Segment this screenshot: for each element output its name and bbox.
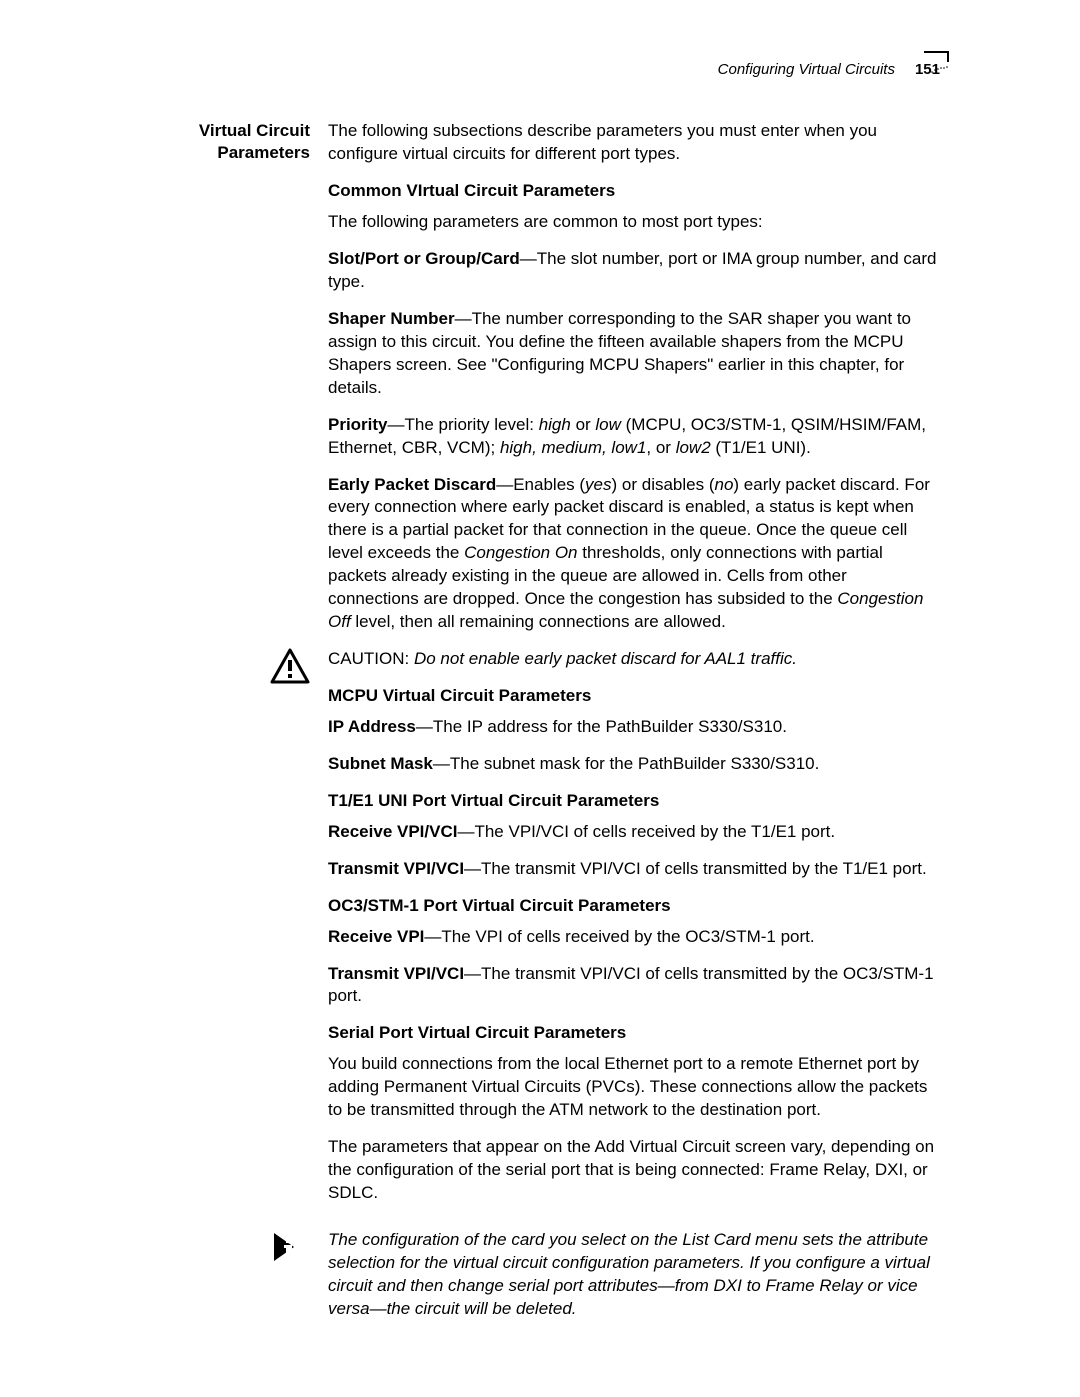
common-heading: Common VIrtual Circuit Parameters <box>328 180 940 203</box>
oc3-heading: OC3/STM-1 Port Virtual Circuit Parameter… <box>328 895 940 918</box>
priority-high: high <box>539 415 571 434</box>
header-decoration-icon <box>922 50 950 85</box>
serial-para1: You build connections from the local Eth… <box>328 1053 940 1122</box>
priority-modes: high, medium, low1 <box>500 438 646 457</box>
oc3-rx-label: Receive VPI <box>328 927 424 946</box>
slot-port-param: Slot/Port or Group/Card—The slot number,… <box>328 248 940 294</box>
epd-param: Early Packet Discard—Enables (yes) or di… <box>328 474 940 635</box>
epd-label: Early Packet Discard <box>328 475 496 494</box>
content-grid: Virtual Circuit Parameters The following… <box>180 120 940 1334</box>
priority-low2: low2 <box>676 438 711 457</box>
subnet-label: Subnet Mask <box>328 754 433 773</box>
oc3-tx-label: Transmit VPI/VCI <box>328 964 464 983</box>
sidebar-line2: Parameters <box>180 142 310 164</box>
sidebar-line1: Virtual Circuit <box>180 120 310 142</box>
caution-icon <box>270 648 310 691</box>
note-text: The configuration of the card you select… <box>328 1229 940 1321</box>
caution-block: CAUTION: Do not enable early packet disc… <box>270 648 940 1219</box>
page-container: Configuring Virtual Circuits 151 Virtual… <box>0 0 1080 1395</box>
serial-para2: The parameters that appear on the Add Vi… <box>328 1136 940 1205</box>
oc3-tx-param: Transmit VPI/VCI—The transmit VPI/VCI of… <box>328 963 940 1009</box>
page-header: Configuring Virtual Circuits 151 <box>180 60 940 80</box>
info-icon <box>270 1229 310 1272</box>
shaper-param: Shaper Number—The number corresponding t… <box>328 308 940 400</box>
priority-comma-or: , or <box>646 438 675 457</box>
epd-t2: ) or disables ( <box>612 475 715 494</box>
t1e1-tx-label: Transmit VPI/VCI <box>328 859 464 878</box>
epd-yes: yes <box>585 475 611 494</box>
subnet-text: —The subnet mask for the PathBuilder S33… <box>433 754 820 773</box>
caution-content: CAUTION: Do not enable early packet disc… <box>328 648 940 1219</box>
common-intro: The following parameters are common to m… <box>328 211 940 234</box>
t1e1-rx-param: Receive VPI/VCI—The VPI/VCI of cells rec… <box>328 821 940 844</box>
t1e1-tx-param: Transmit VPI/VCI—The transmit VPI/VCI of… <box>328 858 940 881</box>
note-block: The configuration of the card you select… <box>270 1229 940 1335</box>
priority-param: Priority—The priority level: high or low… <box>328 414 940 460</box>
serial-heading: Serial Port Virtual Circuit Parameters <box>328 1022 940 1045</box>
epd-t5: level, then all remaining connections ar… <box>351 612 726 631</box>
t1e1-tx-text: —The transmit VPI/VCI of cells transmitt… <box>464 859 927 878</box>
priority-t3: (T1/E1 UNI). <box>711 438 811 457</box>
t1e1-rx-label: Receive VPI/VCI <box>328 822 457 841</box>
caution-label: CAUTION: <box>328 649 414 668</box>
ip-label: IP Address <box>328 717 416 736</box>
t1e1-rx-text: —The VPI/VCI of cells received by the T1… <box>457 822 835 841</box>
caution-body: Do not enable early packet discard for A… <box>414 649 797 668</box>
slot-port-label: Slot/Port or Group/Card <box>328 249 520 268</box>
priority-label: Priority <box>328 415 388 434</box>
ip-text: —The IP address for the PathBuilder S330… <box>416 717 787 736</box>
header-title: Configuring Virtual Circuits <box>718 60 895 80</box>
epd-t1: —Enables ( <box>496 475 585 494</box>
priority-low: low <box>595 415 621 434</box>
epd-con-on: Congestion On <box>464 543 577 562</box>
mcpu-heading: MCPU Virtual Circuit Parameters <box>328 685 940 708</box>
t1e1-heading: T1/E1 UNI Port Virtual Circuit Parameter… <box>328 790 940 813</box>
epd-no: no <box>715 475 734 494</box>
shaper-label: Shaper Number <box>328 309 455 328</box>
intro-paragraph: The following subsections describe param… <box>328 120 940 166</box>
main-content: The following subsections describe param… <box>328 120 940 1334</box>
priority-or: or <box>571 415 596 434</box>
ip-param: IP Address—The IP address for the PathBu… <box>328 716 940 739</box>
subnet-param: Subnet Mask—The subnet mask for the Path… <box>328 753 940 776</box>
priority-t1: —The priority level: <box>388 415 539 434</box>
oc3-rx-param: Receive VPI—The VPI of cells received by… <box>328 926 940 949</box>
oc3-rx-text: —The VPI of cells received by the OC3/ST… <box>424 927 814 946</box>
caution-text: CAUTION: Do not enable early packet disc… <box>328 648 940 671</box>
